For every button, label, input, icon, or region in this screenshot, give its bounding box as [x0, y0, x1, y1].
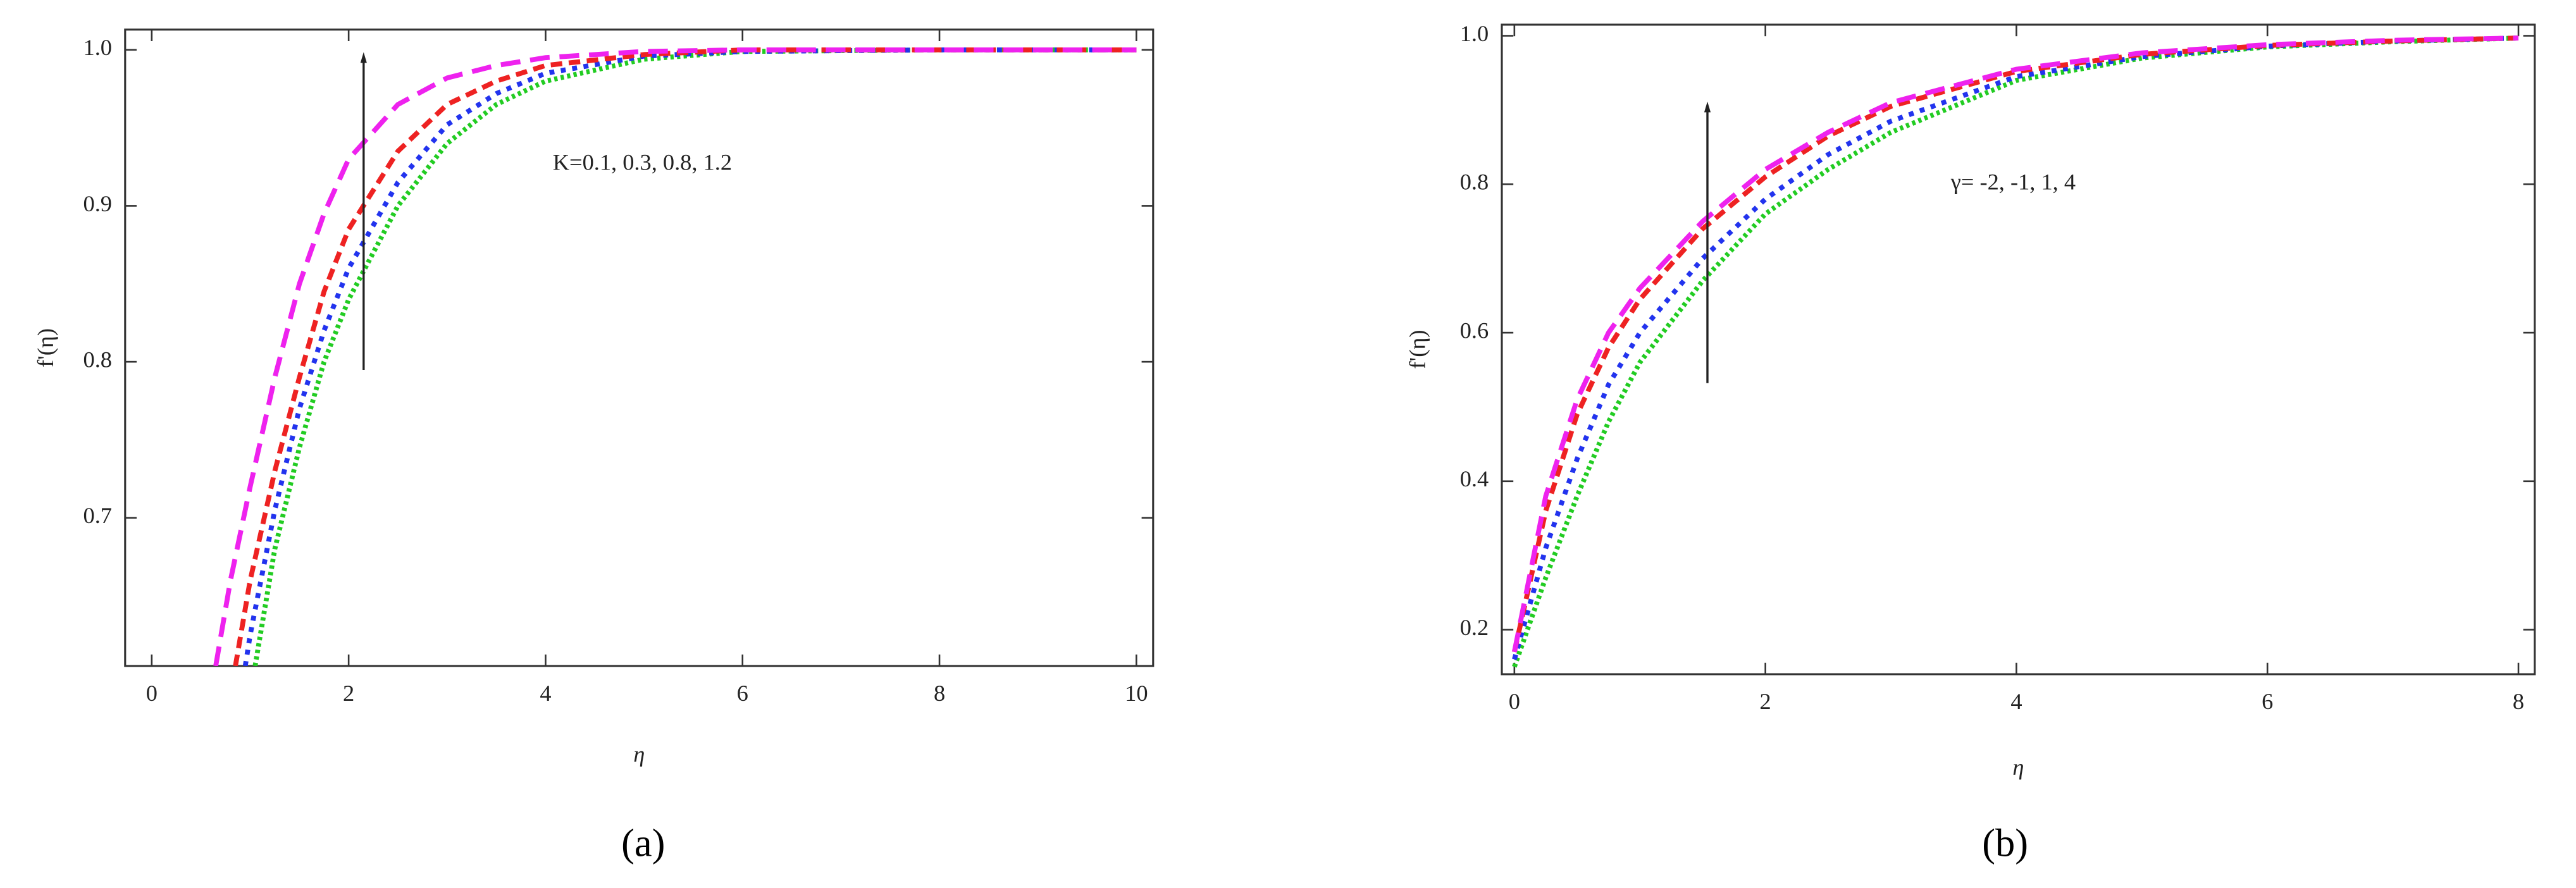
x-tick-label: 2: [1760, 689, 1771, 714]
x-tick-label: 4: [2010, 689, 2022, 714]
caption: (b): [1982, 821, 2028, 865]
x-tick-label: 4: [540, 681, 551, 706]
y-tick-label: 0.4: [1460, 466, 1489, 491]
x-tick-label: 6: [2262, 689, 2273, 714]
y-tick-label: 0.9: [84, 191, 112, 216]
caption: (a): [621, 821, 665, 865]
y-tick-label: 0.8: [1460, 170, 1489, 195]
plot-frame: [1501, 23, 2536, 675]
x-tick-label: 8: [934, 681, 945, 706]
x-axis-label: η: [2012, 755, 2024, 780]
chart-panel: 0 2 4 6 8 0.2 0.4 0.6 0.8 1.0 γ= -2, -1, 1, 4 η f'(η…: [1404, 21, 2536, 865]
y-tick-label: 0.6: [1460, 318, 1489, 343]
y-tick-label: 0.8: [84, 347, 112, 372]
x-tick-label: 10: [1125, 681, 1148, 706]
series-line: [1512, 35, 2519, 653]
series-line: [252, 47, 1137, 666]
series-line: [233, 47, 1137, 666]
y-tick-label: 1.0: [1460, 21, 1489, 46]
y-tick-label: 0.7: [84, 503, 112, 528]
annotation: γ= -2, -1, 1, 4: [1950, 170, 2076, 195]
plot-lines: [213, 47, 1137, 666]
x-tick-label: 6: [737, 681, 748, 706]
y-tick-label: 0.2: [1460, 615, 1489, 640]
series-line: [1512, 35, 2519, 653]
plot-frame: [124, 28, 1155, 667]
y-axis-label: f'(η): [1404, 330, 1430, 369]
series-line: [242, 47, 1137, 666]
y-tick-label: 1.0: [84, 35, 112, 60]
chart-panel: 0 2 4 6 8 10 0.7 0.8 0.9 1.0 K=0.1, 0.3, 0.8, 1.2 η…: [33, 28, 1155, 865]
series-line: [1512, 35, 2519, 660]
series-line: [1512, 35, 2519, 668]
series-line: [213, 47, 1137, 666]
x-axis-label: η: [633, 741, 645, 767]
plot-lines: [1512, 35, 2519, 668]
x-tick-label: 2: [343, 681, 354, 706]
y-axis-label: f'(η): [33, 328, 58, 367]
x-tick-label: 0: [146, 681, 158, 706]
annotation: K=0.1, 0.3, 0.8, 1.2: [553, 149, 732, 175]
x-tick-label: 8: [2513, 689, 2524, 714]
x-tick-label: 0: [1509, 689, 1520, 714]
